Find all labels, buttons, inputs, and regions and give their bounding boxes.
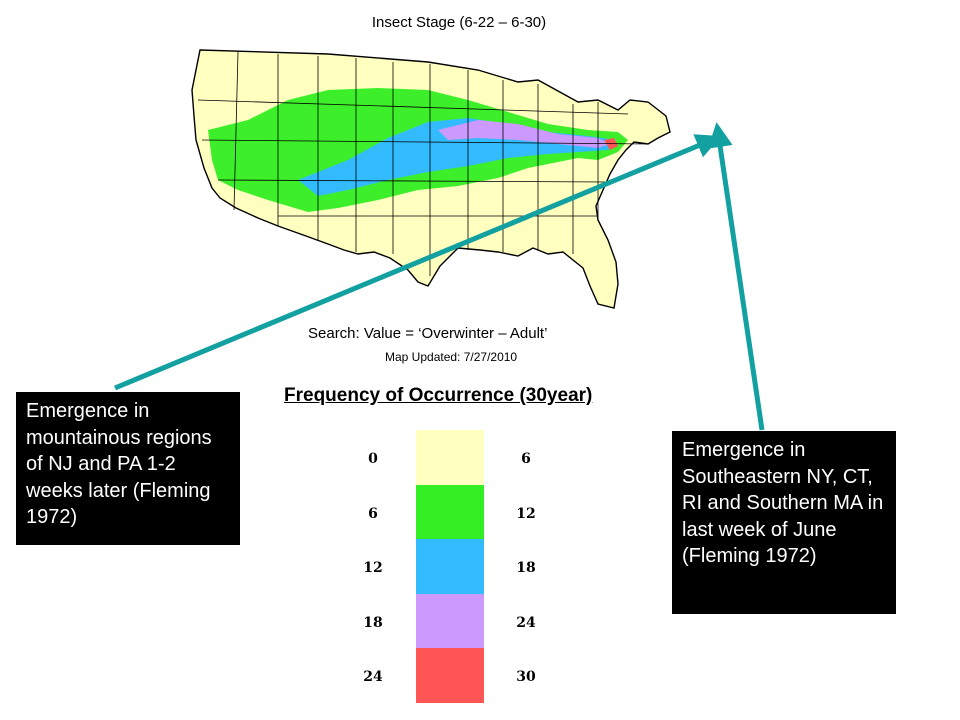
us-occurrence-map: [191, 49, 671, 309]
legend-title: Frequency of Occurrence (30year): [284, 385, 593, 406]
callout-ny-ct-ri-ma: Emergence in Southeastern NY, CT, RI and…: [672, 431, 896, 614]
legend-swatch-12-18: [416, 539, 484, 594]
arrow-to-ny-ct: [707, 122, 765, 431]
legend-swatch-0-6: [416, 430, 484, 485]
map-updated-text: Map Updated: 7/27/2010: [385, 350, 518, 364]
legend-high-label: 6: [521, 451, 531, 467]
legend-low-label: 24: [363, 669, 383, 685]
search-query-text: Search: Value = ‘Overwinter – Adult’: [308, 325, 548, 342]
legend-low-label: 6: [368, 506, 378, 522]
legend-high-label: 30: [516, 669, 536, 685]
legend-high-label: 24: [516, 615, 536, 631]
legend-swatch-24-30: [416, 648, 484, 703]
map-title: Insect Stage (6-22 – 6-30): [371, 14, 547, 31]
legend-low-label: 12: [363, 560, 383, 576]
legend-high-label: 18: [516, 560, 536, 576]
legend-swatch-6-12: [416, 485, 484, 540]
legend-high-label: 12: [516, 506, 536, 522]
legend-swatch-18-24: [416, 594, 484, 649]
legend-low-label: 0: [368, 451, 378, 467]
legend-low-label: 18: [363, 615, 383, 631]
callout-nj-pa: Emergence in mountainous regions of NJ a…: [16, 392, 240, 545]
